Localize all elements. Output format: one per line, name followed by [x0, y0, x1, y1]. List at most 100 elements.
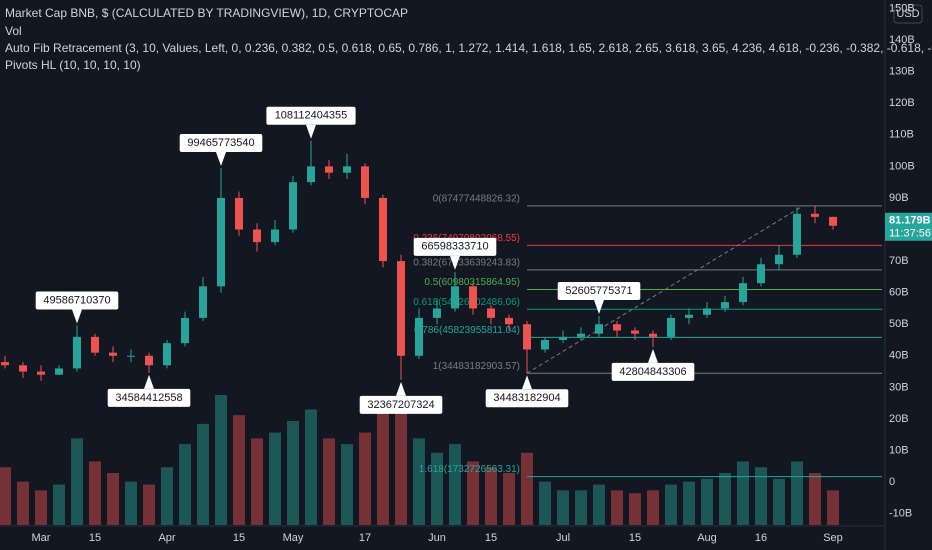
volume-bar [395, 397, 407, 525]
fib-label: 0(87477448826.32) [433, 194, 520, 205]
candle-body [181, 317, 189, 344]
candle-body [559, 336, 567, 341]
pivot-label: 108112404355 [275, 110, 348, 122]
x-tick-label: 16 [755, 532, 767, 544]
volume-bar [269, 432, 281, 525]
candle-body [289, 182, 297, 230]
candle-body [55, 368, 63, 375]
y-tick-label: 50B [889, 318, 909, 330]
candle-body [163, 343, 171, 366]
pivot-box [179, 134, 263, 153]
volume-bar [377, 409, 389, 525]
candle-body [541, 340, 549, 350]
volume-bar [71, 438, 83, 525]
volume-bar [755, 467, 767, 525]
volume-bar [179, 444, 191, 525]
x-tick-label: Apr [158, 532, 175, 544]
fib-label: 0.618(54726902486.06) [413, 297, 520, 308]
volume-bar [737, 461, 749, 525]
volume-bar [629, 493, 641, 525]
price-label: 81.179B [889, 215, 931, 227]
volume-bar [305, 409, 317, 525]
trend-line [526, 205, 804, 374]
candle-body [361, 166, 369, 198]
volume-bar [827, 490, 839, 525]
pivot-pointer [522, 375, 532, 390]
volume-bar [593, 484, 605, 525]
x-tick-label: 15 [89, 532, 101, 544]
volume-bar [251, 438, 263, 525]
currency[interactable]: USD [896, 8, 919, 20]
candle-body [505, 317, 513, 325]
y-tick-label: 40B [889, 350, 909, 362]
candle-body [631, 330, 639, 334]
candle-body [469, 286, 477, 309]
volume-bar [539, 481, 551, 525]
candle-body [127, 355, 135, 357]
volume-bar [143, 484, 155, 525]
volume-bar [557, 490, 569, 525]
fib-label: 0.5(60980315864.95) [424, 277, 520, 288]
fib-label: 0.382(67233639243.83) [413, 257, 520, 268]
volume-bar [485, 467, 497, 525]
candle-body [703, 308, 711, 315]
candle-body [613, 324, 621, 331]
volume-bar [791, 461, 803, 525]
candle-body [91, 336, 99, 353]
pivot-box [413, 237, 497, 256]
volume-bar [611, 490, 623, 525]
candle-body [667, 317, 675, 337]
pivot-label: 52605775371 [565, 285, 632, 297]
y-tick-label: 30B [889, 381, 909, 393]
chart-title: Market Cap BNB, $ (CALCULATED BY TRADING… [5, 6, 408, 20]
pivot-pointer [72, 309, 82, 324]
pivot-box [611, 362, 695, 381]
candle-body [739, 283, 747, 303]
candle-body [433, 308, 441, 318]
pivot-box [266, 106, 356, 125]
candle-body [415, 317, 423, 356]
y-tick-label: 60B [889, 287, 909, 299]
volume-bar [89, 461, 101, 525]
volume-bar [773, 478, 785, 525]
candle-body [145, 355, 153, 366]
y-tick-label: 120B [889, 97, 915, 109]
candle-body [73, 336, 81, 369]
pivot-label: 99465773540 [187, 137, 254, 149]
candle-body [271, 229, 279, 243]
candle-body [235, 197, 243, 230]
pivot-label: 42804843306 [619, 366, 686, 378]
currency-box[interactable] [893, 4, 923, 24]
volume-bar [17, 481, 29, 525]
x-tick-label: 15 [629, 532, 641, 544]
volume-bar [665, 484, 677, 525]
candle-body [451, 286, 459, 309]
candle-body [649, 333, 657, 337]
y-tick-label: 0 [889, 476, 895, 488]
pivot-pointer [594, 299, 604, 314]
y-tick-label: 110B [889, 129, 914, 141]
x-tick-label: Mar [32, 532, 51, 544]
volume-bar [809, 473, 821, 525]
volume-bar [683, 481, 695, 525]
volume-bar [35, 490, 47, 525]
pivot-box [107, 388, 191, 407]
candle-body [811, 213, 819, 217]
candle-body [757, 264, 765, 284]
y-tick-label: -10B [889, 508, 912, 520]
volume-bar [431, 452, 443, 525]
x-tick-label: May [283, 532, 304, 544]
pivot-pointer [306, 124, 316, 139]
pivot-label: 66598333710 [421, 241, 488, 253]
y-tick-label: 150B [889, 2, 915, 14]
y-tick-label: 70B [889, 255, 909, 267]
volume-bar [449, 444, 461, 525]
volume-bar [719, 473, 731, 525]
volume-bar [701, 478, 713, 525]
volume-bar [161, 467, 173, 525]
candle-body [19, 365, 27, 372]
candle-body [721, 302, 729, 309]
volume-bar [287, 421, 299, 525]
price-badge [885, 212, 932, 241]
